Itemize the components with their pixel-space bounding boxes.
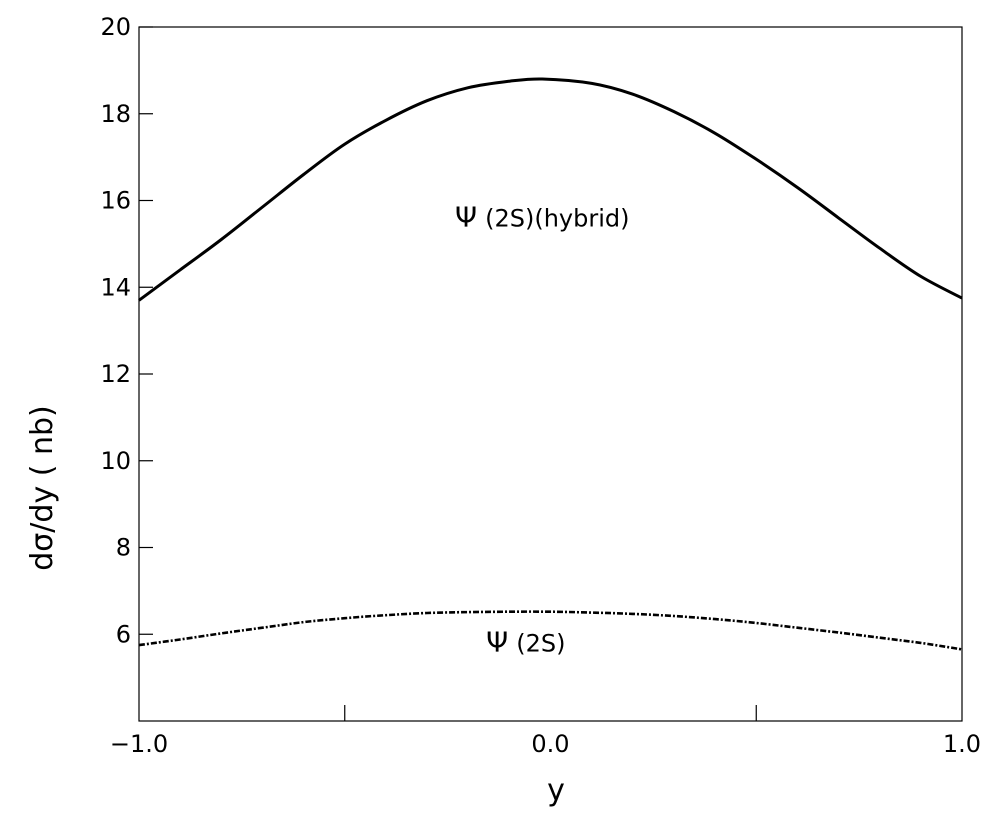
x-tick-label: 0.0 [531, 730, 569, 758]
y-tick-label: 16 [100, 187, 131, 215]
series-line [138, 77, 963, 302]
x-tick-label: −1.0 [110, 730, 168, 758]
x-axis-title: y [547, 773, 565, 808]
labels-layer: Ψ (2S)(hybrid) Ψ (2S) [455, 201, 629, 659]
y-tick-label: 10 [100, 447, 131, 475]
y-tick-label: 18 [100, 100, 131, 128]
x-tick-label: 1.0 [943, 730, 981, 758]
series-label-symbol: Ψ [486, 626, 508, 659]
y-tick-label: 20 [100, 13, 131, 41]
y-axis-title: dσ/dy ( nb) [25, 405, 60, 571]
y-tick-label: 12 [100, 360, 131, 388]
axes: 6 8 10 12 14 16 18 20 −1.0 0.0 1.0 [100, 13, 981, 758]
series-label-text: (2S) [516, 630, 565, 658]
plot-frame [138, 26, 963, 722]
series-label-symbol: Ψ [455, 201, 477, 234]
series-label-text: (2S)(hybrid) [485, 205, 629, 233]
y-tick-label: 6 [116, 620, 131, 648]
y-tick-label: 14 [100, 273, 131, 301]
series-layer [138, 77, 963, 651]
series-label: Ψ (2S) [486, 626, 565, 659]
series-line [138, 610, 963, 651]
y-tick-label: 8 [116, 534, 131, 562]
series-label: Ψ (2S)(hybrid) [455, 201, 629, 234]
